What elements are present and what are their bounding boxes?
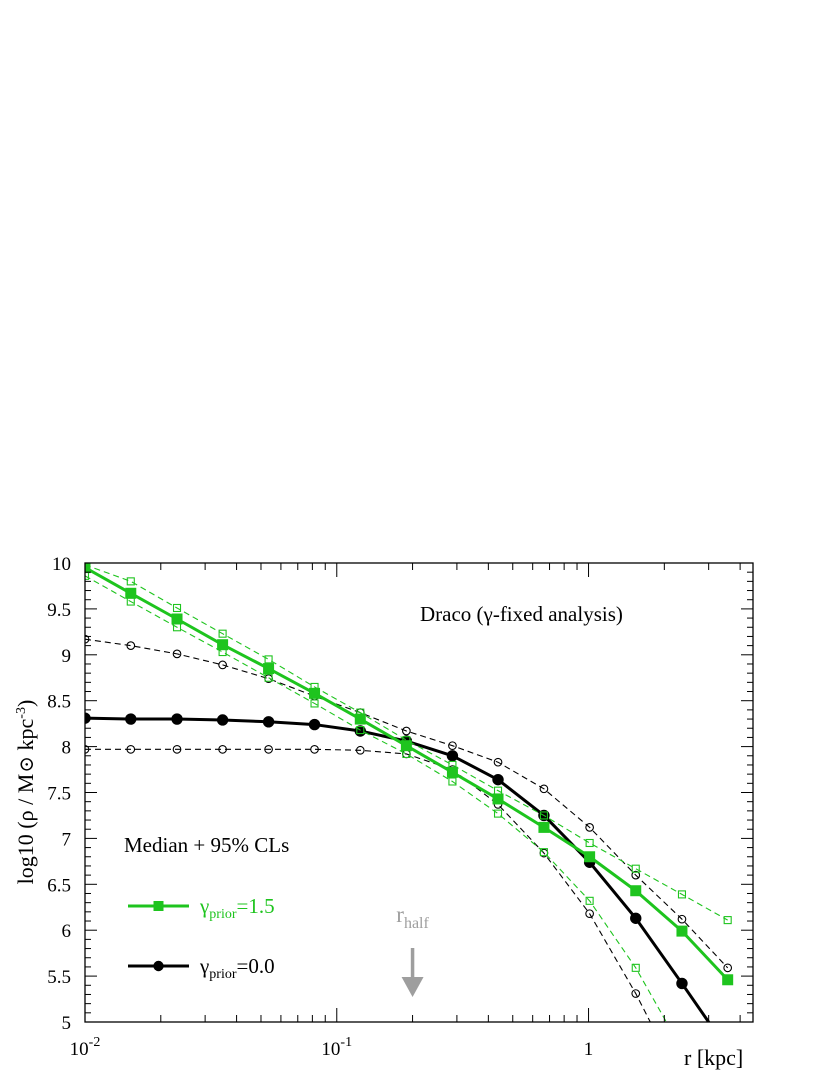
green-median-point	[125, 587, 137, 599]
y-tick-label: 9.5	[47, 600, 71, 621]
black-lower-cl-point	[126, 745, 136, 754]
black-lower-cl-point	[631, 989, 641, 998]
black-median-point	[492, 773, 504, 786]
y-tick-label: 7.5	[47, 784, 71, 805]
black-upper-cl-point	[126, 641, 136, 650]
green-lower-cl-point	[310, 699, 319, 708]
black-upper-cl-point	[539, 784, 549, 794]
black-upper-cl-point	[172, 649, 182, 659]
black-lower-cl-point	[218, 745, 227, 754]
black-upper-cl-point	[585, 823, 594, 832]
green-median-point	[354, 713, 366, 725]
black-lower-cl-point	[661, 1046, 669, 1054]
y-tick-label: 5	[62, 1013, 72, 1034]
black-lower-cl-point	[585, 909, 594, 919]
legend-marker-black	[153, 960, 164, 972]
green-median-point	[217, 639, 229, 651]
black-median-line	[85, 716, 711, 1022]
green-lower-cl-point	[539, 848, 548, 857]
y-tick-label: 8.5	[47, 692, 71, 713]
green-median-point	[492, 793, 504, 805]
green-upper-cl-point	[723, 916, 732, 925]
black-median-point	[262, 716, 275, 728]
green-upper-cl-point	[539, 811, 548, 820]
green-median-point	[85, 563, 91, 574]
x-tick-label: 10-1	[321, 1035, 352, 1060]
black-median-point	[446, 750, 459, 762]
x-axis-title: r [kpc]	[684, 1045, 743, 1070]
black-upper-cl-point	[85, 634, 90, 644]
green-lower-cl-point	[631, 963, 640, 972]
black-lower-cl-point	[355, 745, 365, 755]
green-upper-cl-line	[85, 564, 728, 921]
green-lower-cl-point	[264, 673, 273, 682]
chart-annotation: Draco (γ-fixed analysis)	[420, 602, 623, 626]
black-median-point	[125, 713, 137, 725]
green-median-point	[538, 821, 550, 833]
legend-marker-green	[153, 901, 164, 911]
green-median-point	[722, 974, 734, 986]
green-median-point	[263, 663, 275, 675]
black-upper-cl-point	[631, 870, 641, 880]
y-tick-label: 7	[62, 829, 72, 850]
green-upper-cl-point	[677, 890, 687, 899]
rhalf-label: rhalf	[396, 902, 429, 932]
green-median-point	[676, 925, 688, 937]
rhalf-arrow-head	[401, 977, 424, 997]
green-upper-cl-point	[172, 603, 182, 613]
black-upper-cl-point	[723, 963, 733, 973]
black-median-point	[676, 977, 688, 990]
black-upper-cl-point	[402, 726, 411, 736]
black-upper-cl-point	[448, 741, 457, 751]
black-median-point	[171, 713, 183, 725]
green-median-point	[630, 885, 642, 897]
y-tick-label: 9	[62, 646, 72, 667]
green-median-point	[171, 613, 183, 625]
black-lower-cl-point	[310, 745, 319, 754]
green-lower-cl-point	[493, 809, 503, 818]
plot-frame	[84, 562, 754, 1023]
black-upper-cl-point	[218, 660, 227, 670]
green-lower-cl-point	[356, 726, 365, 735]
legend-label-black: γprior=0.0	[199, 954, 275, 982]
x-tick-label: 1	[584, 1039, 594, 1060]
black-median-point	[630, 912, 642, 924]
green-upper-cl-point	[126, 577, 135, 586]
black-upper-cl-line	[85, 638, 729, 969]
legend-label-green: γprior=1.5	[199, 894, 275, 922]
black-upper-cl-point	[677, 914, 687, 924]
y-tick-label: 8	[62, 738, 72, 759]
y-tick-label: 5.5	[47, 967, 71, 988]
svg-text:log10 (ρ / M⊙ kpc-3): log10 (ρ / M⊙ kpc-3)	[13, 700, 38, 885]
black-median-point	[308, 718, 321, 731]
green-upper-cl-point	[585, 838, 594, 848]
black-median-point	[216, 714, 229, 726]
green-median-point	[309, 687, 321, 699]
green-median-point	[446, 766, 458, 778]
y-tick-label: 10	[52, 554, 71, 575]
y-tick-label: 6	[62, 921, 72, 942]
green-lower-cl-point	[85, 571, 90, 580]
green-upper-cl-point	[218, 629, 227, 638]
black-lower-cl-line	[85, 748, 651, 1022]
green-median-point	[584, 851, 596, 863]
black-upper-cl-point	[493, 757, 503, 767]
black-lower-cl-point	[264, 745, 273, 754]
green-lower-cl-line	[85, 575, 668, 1022]
green-lower-cl-point	[448, 777, 457, 786]
x-tick-label: 10-2	[70, 1035, 101, 1060]
green-lower-cl-point	[585, 896, 594, 905]
green-upper-cl-point	[264, 655, 273, 664]
black-lower-cl-point	[172, 745, 182, 754]
y-tick-label: 6.5	[47, 875, 71, 896]
green-median-point	[400, 740, 412, 752]
y-axis-title: log10 (ρ / M⊙ kpc-3)	[13, 700, 38, 885]
green-upper-cl-point	[631, 864, 640, 873]
black-lower-cl-point	[85, 745, 90, 754]
legend-title: Median + 95% CLs	[124, 833, 289, 857]
